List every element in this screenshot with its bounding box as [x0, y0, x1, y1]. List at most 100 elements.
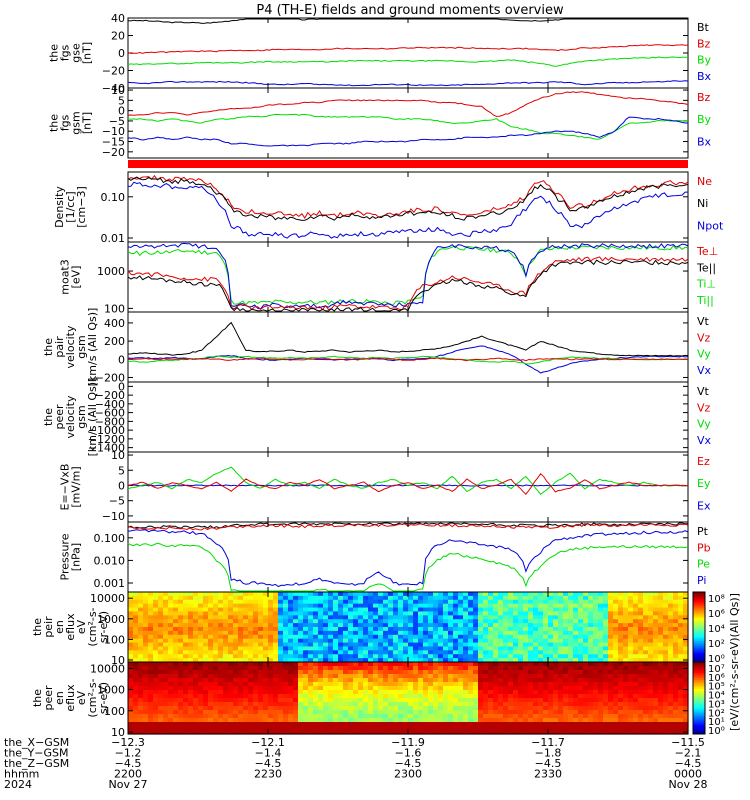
spectrogram-cell [593, 674, 599, 679]
spectrogram-cell [563, 615, 569, 620]
spectrogram-cell [593, 638, 599, 644]
spectrogram-cell [628, 690, 634, 695]
spectrogram-cell [618, 722, 624, 727]
y-tick-label: 100 [104, 302, 125, 315]
x-axis-value: −12.1 [251, 736, 285, 749]
spectrogram-cell [428, 674, 434, 679]
spectrogram-cell [408, 670, 414, 675]
spectrogram-cell [158, 726, 164, 731]
spectrogram-cell [408, 714, 414, 719]
spectrogram-cell [263, 646, 269, 651]
spectrogram-cell [133, 630, 139, 636]
spectrogram-cell [398, 630, 404, 636]
spectrogram-cell [193, 630, 199, 636]
spectrogram-cell [408, 662, 414, 667]
spectrogram-cell [193, 714, 199, 719]
spectrogram-cell [168, 607, 174, 613]
spectrogram-cell [313, 662, 319, 667]
spectrogram-cell [593, 702, 599, 707]
spectrogram-cell [263, 714, 269, 719]
spectrogram-cell [283, 702, 289, 707]
spectrogram-cell [553, 726, 559, 731]
y-tick-label: 0 [118, 479, 125, 492]
spectrogram-cell [663, 603, 669, 609]
spectrogram-cell [338, 714, 344, 719]
spectrogram-cell [278, 603, 284, 609]
spectrogram-cell [533, 710, 539, 715]
spectrogram-cell [568, 650, 574, 655]
spectrogram-cell [618, 682, 624, 687]
spectrogram-cell [588, 662, 594, 667]
spectrogram-cell [568, 662, 574, 667]
spectrogram-cell [313, 710, 319, 715]
spectrogram-cell [238, 698, 244, 703]
spectrogram-cell [473, 603, 479, 609]
spectrogram-cell [588, 690, 594, 695]
spectrogram-cell [628, 592, 634, 597]
spectrogram-cell [683, 642, 689, 648]
spectrogram-cell [568, 694, 574, 699]
y-axis-label: the [48, 44, 61, 62]
spectrogram-cell [218, 702, 224, 707]
spectrogram-cell [128, 611, 134, 616]
spectrogram-cell [298, 682, 304, 687]
spectrogram-cell [198, 694, 204, 699]
spectrogram-cell [283, 698, 289, 703]
spectrogram-cell [328, 638, 334, 644]
spectrogram-cell [188, 702, 194, 707]
spectrogram-cell [588, 682, 594, 687]
spectrogram-cell [458, 710, 464, 715]
spectrogram-cell [578, 650, 584, 655]
spectrogram-cell [128, 646, 134, 651]
spectrogram-cell [493, 654, 499, 659]
colorbar-swatch [693, 696, 705, 699]
spectrogram-cell [668, 690, 674, 695]
spectrogram-cell [308, 730, 314, 735]
spectrogram-cell [458, 642, 464, 648]
spectrogram-cell [393, 698, 399, 703]
spectrogram-cell [338, 706, 344, 711]
spectrogram-cell [148, 619, 154, 624]
spectrogram-cell [238, 658, 244, 663]
spectrogram-cell [323, 592, 329, 597]
spectrogram-cell [373, 670, 379, 675]
spectrogram-cell [138, 603, 144, 609]
spectrogram-cell [343, 702, 349, 707]
spectrogram-cell [243, 650, 249, 655]
spectrogram-cell [548, 627, 554, 632]
spectrogram-cell [433, 630, 439, 636]
spectrogram-cell [288, 694, 294, 699]
spectrogram-cell [133, 611, 139, 616]
spectrogram-cell [353, 603, 359, 609]
spectrogram-cell [133, 592, 139, 597]
y-axis-label: [nT] [81, 42, 94, 64]
spectrogram-cell [223, 595, 229, 601]
spectrogram-cell [158, 638, 164, 644]
spectrogram-cell [373, 595, 379, 601]
spectrogram-cell [468, 682, 474, 687]
spectrogram-cell [673, 702, 679, 707]
spectrogram-cell [278, 634, 284, 640]
spectrogram-cell [478, 662, 484, 667]
spectrogram-cell [458, 638, 464, 644]
legend-entry: Te⊥ [696, 245, 718, 258]
spectrogram-cell [378, 722, 384, 727]
spectrogram-cell [163, 726, 169, 731]
spectrogram-cell [518, 630, 524, 636]
spectrogram-cell [278, 670, 284, 675]
spectrogram-cell [313, 638, 319, 644]
spectrogram-cell [428, 670, 434, 675]
spectrogram-cell [268, 702, 274, 707]
spectrogram-cell [663, 678, 669, 683]
spectrogram-cell [423, 615, 429, 620]
spectrogram-cell [483, 623, 489, 628]
spectrogram-cell [283, 646, 289, 651]
spectrogram-cell [683, 678, 689, 683]
spectrogram-cell [163, 658, 169, 663]
spectrogram-cell [593, 726, 599, 731]
spectrogram-cell [418, 730, 424, 735]
spectrogram-cell [153, 670, 159, 675]
spectrogram-cell [148, 718, 154, 723]
spectrogram-cell [598, 674, 604, 679]
spectrogram-cell [613, 674, 619, 679]
